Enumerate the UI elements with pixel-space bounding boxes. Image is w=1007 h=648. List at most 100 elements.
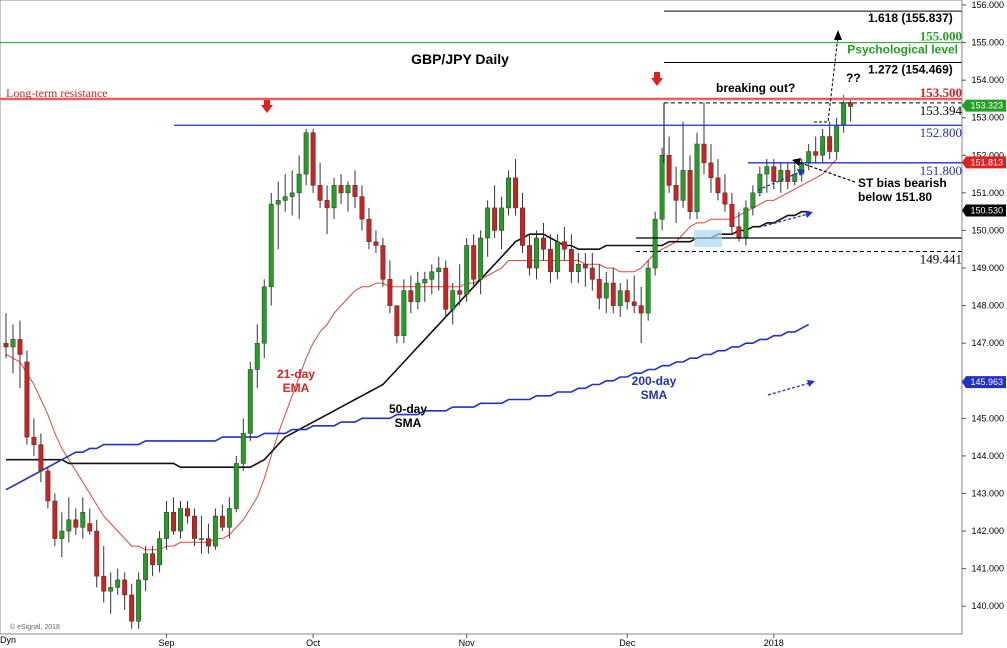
support-152800-value: 152.800 [920,125,962,140]
candle [108,572,114,614]
candle [80,497,86,539]
candle-body [771,166,777,182]
candle [52,493,58,547]
candle-body [261,286,267,344]
fib-1618-label: 1.618 (155.837) [868,11,953,25]
x-axis: Sep Oct Nov Dec 2018 [0,633,962,648]
candle [568,234,574,284]
candle [101,546,107,603]
candle-body [73,519,79,528]
candle-body [729,203,735,227]
candle [603,271,609,314]
y-tick-label: 156.000 [971,0,1004,10]
ema-label-line2: EMA [283,381,310,395]
y-tick-label: 154.000 [971,75,1004,85]
candle-body [722,192,728,205]
candle [275,181,281,250]
candle [394,305,400,344]
candle-body [205,538,211,547]
candle-body [792,173,798,182]
x-tick-label: Nov [459,638,476,648]
candle-body [178,508,183,532]
candle [387,260,393,314]
candle-body [415,282,421,303]
candle [575,253,581,284]
sma50-price-tag: 150.530 [962,204,1006,217]
candle-body [198,538,204,540]
candle [296,155,302,220]
candle [436,256,442,291]
candle-body [31,436,37,445]
candle [547,234,553,284]
candle [415,271,421,310]
candle-body [589,267,595,280]
candle [666,136,672,193]
candle-body [422,279,428,284]
candle [561,226,567,261]
candle-body [610,282,616,306]
candle [659,147,665,231]
candle [289,170,295,216]
candle-body [338,185,344,194]
candle-body [38,444,44,472]
candle [164,501,169,550]
candle-body [157,538,163,566]
ema-price-tag: 151.813 [962,156,1006,169]
breaking-out-label: breaking out? [716,81,795,95]
candle [778,162,784,193]
candle [499,196,505,250]
candle-body [680,170,686,201]
candle-body [394,305,400,336]
candle [408,275,414,314]
candle-body [408,290,414,303]
candle [45,467,51,509]
candle-body [659,155,665,220]
candle-body [575,264,581,273]
candle-body [492,207,498,231]
candle [478,230,484,295]
candle-body [568,248,574,273]
candle-body [834,124,840,152]
candle [254,324,260,389]
candle-body [129,594,135,622]
candle-body [87,523,93,532]
candle-body [750,192,756,209]
y-tick-label: 150.000 [971,225,1004,235]
candle-body [352,185,358,197]
candle [708,144,714,193]
down-arrow-icon [651,72,663,86]
candle-body [701,143,707,164]
candle [324,185,330,235]
candle-body [254,342,260,370]
candle [750,185,756,216]
candle-body [485,207,491,239]
svg-text:153.323: 153.323 [970,101,1003,111]
candle [247,361,253,441]
candle-body [387,279,393,306]
candle-body [268,203,274,288]
candle [150,546,156,577]
candle-body [443,267,449,310]
candle [457,264,463,306]
candle [205,523,211,554]
candle-body [366,218,372,242]
candle-body [527,245,532,269]
candle-body [122,579,128,596]
sma-200-line [5,323,810,491]
candle [38,433,44,483]
candle [24,350,30,445]
candle-body [401,290,407,336]
candle [66,497,72,543]
candle [813,136,819,163]
candle [673,166,679,223]
candle-body [233,463,239,509]
candle [513,159,518,216]
candle [715,159,721,201]
candle-body [59,530,65,539]
candle [261,279,267,359]
st-bias-arrow-icon [792,158,856,183]
candle-body [66,519,72,532]
candle-body [212,515,218,547]
candle [219,504,225,532]
down-arrow-icon [261,100,273,113]
